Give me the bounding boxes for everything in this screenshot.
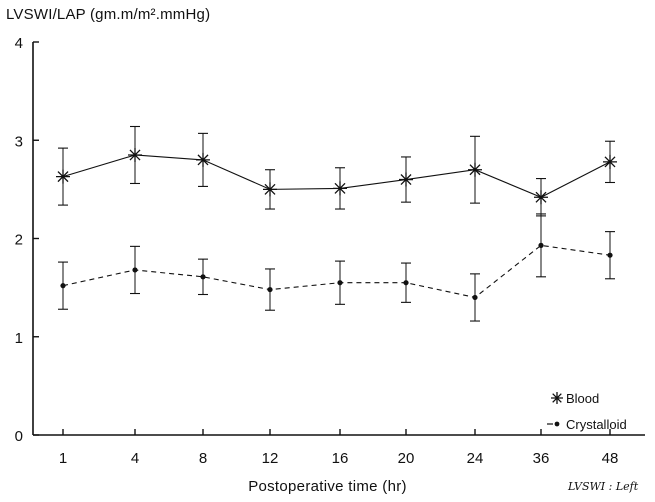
crystalloid-line [62,244,611,299]
blood-point [399,172,413,187]
legend-label-crystalloid: Crystalloid [566,417,627,432]
crystalloid-point [200,274,206,280]
legend-label-blood: Blood [566,391,599,406]
y-tick-label-0: 0 [15,428,23,445]
x-ticks: 1 4 8 12 16 20 24 36 48 [59,429,619,467]
x-axis-title: Postoperative time (hr) [248,478,407,495]
y-tick-label-3: 3 [15,133,23,150]
crystalloid-point [337,280,343,286]
blood-point [333,181,347,196]
x-tick-label-36: 36 [533,450,550,467]
crystalloid-point [607,252,613,258]
x-tick-label-1: 1 [59,450,67,467]
legend: Blood Crystalloid [547,391,627,432]
crystalloid-point [472,294,478,301]
blood-point [534,190,548,205]
legend-marker-blood [551,392,563,404]
series-blood [56,125,617,217]
legend-marker-crystalloid [554,421,560,427]
blood-point [263,182,277,197]
axes [32,42,645,436]
x-tick-label-12: 12 [262,450,279,467]
series-crystalloid [58,213,615,322]
x-tick-label-48: 48 [602,450,619,467]
crystalloid-point [132,267,138,273]
y-tick-label-2: 2 [15,232,23,249]
blood-point [468,162,482,177]
y-ticks: 0 1 2 3 4 [15,35,39,445]
x-tick-label-4: 4 [131,450,139,467]
x-tick-label-8: 8 [199,450,207,467]
crystalloid-point [267,286,273,293]
x-tick-label-16: 16 [332,450,349,467]
blood-point [196,152,210,167]
blood-line [62,154,611,198]
x-tick-label-24: 24 [467,450,484,467]
blood-point [128,147,142,162]
series-group [56,125,617,322]
crystalloid-point [60,283,66,289]
crystalloid-point [538,242,544,248]
handwritten-note: LVSWI : Left [568,480,639,493]
blood-point [56,169,70,184]
crystalloid-point [403,280,409,286]
y-tick-label-4: 4 [15,35,23,52]
x-tick-label-20: 20 [398,450,415,467]
y-axis-title: LVSWI/LAP (gm.m/m².mmHg) [6,6,211,23]
blood-point [603,154,617,169]
y-tick-label-1: 1 [15,330,23,347]
